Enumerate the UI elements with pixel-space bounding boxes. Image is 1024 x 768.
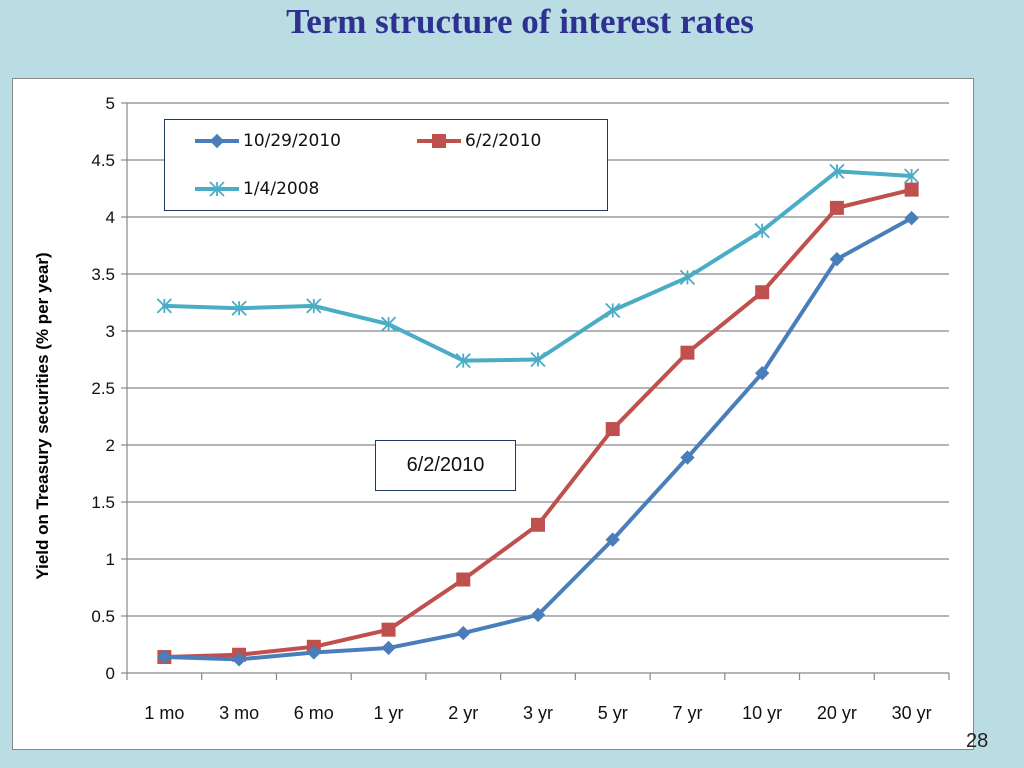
y-tick-label: 1 bbox=[106, 550, 115, 569]
y-tick-label: 2.5 bbox=[91, 379, 115, 398]
data-point-square bbox=[829, 200, 844, 215]
data-point-diamond bbox=[157, 649, 172, 665]
data-point-asterisk bbox=[679, 269, 696, 286]
slide-title: Term structure of interest rates bbox=[286, 2, 754, 41]
data-point-diamond bbox=[680, 450, 695, 465]
x-tick-label: 1 yr bbox=[374, 703, 404, 723]
data-point-asterisk bbox=[156, 298, 173, 314]
data-point-square bbox=[904, 182, 919, 197]
data-point-square bbox=[531, 517, 545, 532]
x-tick-label: 2 yr bbox=[448, 703, 478, 723]
data-point-square bbox=[456, 572, 471, 587]
series-1 bbox=[157, 210, 919, 667]
y-tick-label: 1.5 bbox=[91, 493, 115, 512]
series-3 bbox=[156, 163, 920, 369]
data-point-diamond bbox=[754, 365, 770, 381]
y-tick-label: 2 bbox=[106, 436, 115, 455]
data-point-asterisk bbox=[209, 181, 225, 197]
data-point-diamond bbox=[605, 532, 620, 547]
page-number: 28 bbox=[966, 730, 989, 752]
legend-label: 1/4/2008 bbox=[243, 179, 320, 199]
y-tick-label: 0 bbox=[106, 664, 115, 683]
y-tick-label: 5 bbox=[106, 94, 115, 113]
data-point-asterisk bbox=[903, 168, 920, 184]
y-axis-title: Yield on Treasury securities (% per year… bbox=[33, 252, 52, 579]
series-lines bbox=[156, 163, 920, 667]
legend-label: 10/29/2010 bbox=[243, 131, 341, 151]
data-point-asterisk bbox=[380, 316, 397, 332]
x-tick-label: 1 mo bbox=[144, 703, 184, 723]
x-tick-label: 10 yr bbox=[742, 703, 782, 723]
y-tick-label: 3 bbox=[106, 322, 115, 341]
series-2 bbox=[157, 182, 919, 665]
line-chart: 0 0.5 1 1.5 2 2.5 3 3.5 4 4.5 5 1 mo 3 mo 6 mo 1 yr 2 … bbox=[33, 94, 950, 723]
chart-legend: 10/29/2010 6/2/2010 1/4/2008 bbox=[164, 119, 608, 211]
data-point-diamond bbox=[456, 625, 471, 641]
chart-annotation: 6/2/2010 bbox=[375, 440, 516, 491]
data-point-asterisk bbox=[605, 302, 621, 319]
x-tick-labels: 1 mo 3 mo 6 mo 1 yr 2 yr 3 yr 5 yr 7 yr 10 yr 20 … bbox=[144, 703, 931, 723]
legend-swatch-asterisk bbox=[195, 181, 239, 197]
data-point-diamond bbox=[209, 133, 225, 149]
x-tick-label: 30 yr bbox=[892, 703, 932, 723]
x-tick-label: 7 yr bbox=[672, 703, 702, 723]
x-tick-label: 3 mo bbox=[219, 703, 259, 723]
x-tick-label: 3 yr bbox=[523, 703, 553, 723]
y-tick-label: 4 bbox=[106, 208, 115, 227]
x-tick-label: 20 yr bbox=[817, 703, 857, 723]
data-point-diamond bbox=[306, 645, 322, 660]
x-tick-label: 5 yr bbox=[598, 703, 628, 723]
data-point-asterisk bbox=[754, 223, 770, 239]
data-point-square bbox=[680, 345, 695, 360]
data-point-diamond bbox=[829, 251, 845, 267]
x-tick-label: 6 mo bbox=[294, 703, 334, 723]
y-tick-label: 0.5 bbox=[91, 607, 115, 626]
data-point-asterisk bbox=[455, 353, 471, 369]
y-tick-labels: 0 0.5 1 1.5 2 2.5 3 3.5 4 4.5 5 bbox=[91, 94, 115, 683]
data-point-diamond bbox=[904, 210, 919, 226]
data-point-asterisk bbox=[530, 351, 546, 368]
data-point-square bbox=[432, 134, 446, 148]
legend-swatch-diamond bbox=[195, 133, 239, 149]
data-point-square bbox=[381, 622, 396, 637]
data-point-square bbox=[605, 422, 620, 437]
data-point-asterisk bbox=[231, 300, 247, 316]
y-tick-label: 3.5 bbox=[91, 265, 115, 284]
data-point-asterisk bbox=[306, 298, 322, 314]
y-tick-label: 4.5 bbox=[91, 151, 115, 170]
data-point-diamond bbox=[381, 640, 396, 656]
chart-panel: 0 0.5 1 1.5 2 2.5 3 3.5 4 4.5 5 1 mo 3 mo 6 mo 1 yr 2 … bbox=[12, 78, 974, 750]
axes bbox=[121, 102, 950, 680]
series-line bbox=[162, 216, 914, 662]
series-line bbox=[162, 187, 914, 660]
data-point-diamond bbox=[530, 607, 546, 623]
data-point-asterisk bbox=[829, 163, 845, 180]
legend-label: 6/2/2010 bbox=[465, 131, 542, 151]
data-point-square bbox=[755, 285, 770, 300]
legend-swatch-square bbox=[417, 134, 461, 148]
data-point-diamond bbox=[231, 652, 247, 667]
